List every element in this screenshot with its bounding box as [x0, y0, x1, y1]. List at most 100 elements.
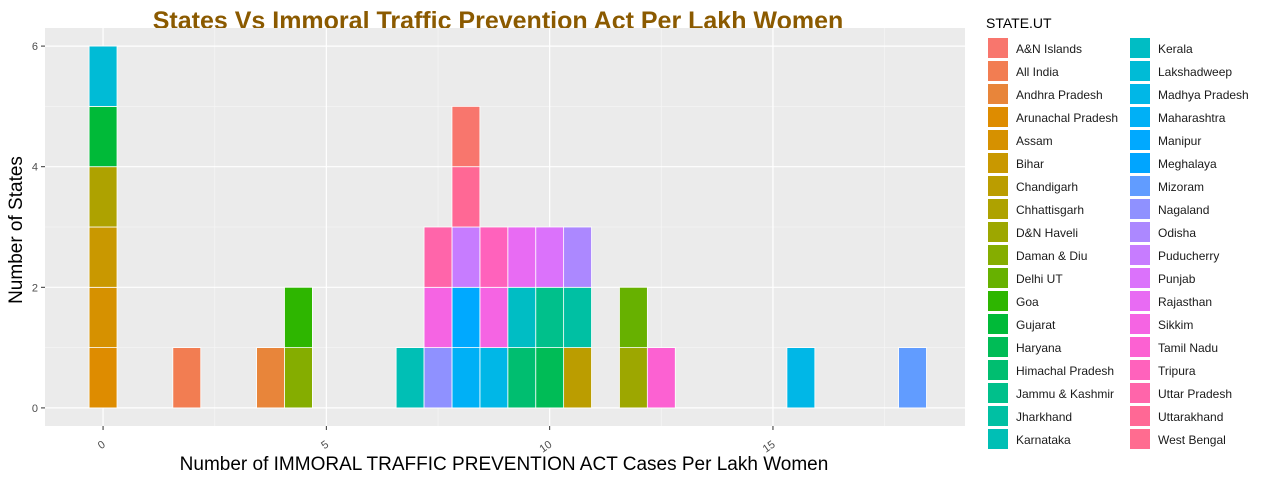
legend-swatch — [1130, 406, 1150, 426]
legend-swatch — [1130, 153, 1150, 173]
bar-segment — [423, 347, 453, 409]
legend-swatch — [988, 291, 1008, 311]
legend-label: West Bengal — [1158, 433, 1226, 447]
bar-segment — [451, 166, 481, 228]
legend-swatch — [988, 429, 1008, 449]
legend-label: Odisha — [1158, 226, 1196, 240]
x-tick-label: 5 — [319, 439, 331, 452]
bar-segment — [451, 226, 481, 288]
legend-label: Arunachal Pradesh — [1016, 111, 1118, 125]
legend-label: Tamil Nadu — [1158, 341, 1218, 355]
legend-label: A&N Islands — [1016, 42, 1082, 56]
legend-swatch — [1130, 429, 1150, 449]
legend-label: Punjab — [1158, 272, 1196, 286]
legend-label: Haryana — [1016, 341, 1062, 355]
bar-segment — [88, 347, 118, 409]
legend-label: Assam — [1016, 134, 1053, 148]
bar-segment — [563, 286, 592, 349]
legend-label: Nagaland — [1158, 203, 1209, 217]
bar-segment — [88, 45, 118, 107]
legend-label: Bihar — [1016, 157, 1044, 171]
bar-segment — [479, 226, 509, 288]
legend-label: Uttarakhand — [1158, 410, 1223, 424]
legend: STATE.UT A&N Islands All India Andhra Prad… — [986, 15, 1249, 449]
legend-label: Delhi UT — [1016, 272, 1063, 286]
legend-label: Himachal Pradesh — [1016, 364, 1114, 378]
bar-segment — [88, 166, 118, 228]
legend-label: Tripura — [1158, 364, 1196, 378]
legend-swatch — [1130, 107, 1150, 127]
bar-segment — [535, 347, 565, 409]
legend-swatch — [1130, 199, 1150, 219]
legend-swatch — [988, 176, 1008, 196]
x-axis-ticks: 0 5 10 15 — [96, 426, 778, 455]
bar-segment — [535, 226, 565, 288]
legend-swatch — [1130, 268, 1150, 288]
legend-label: Karnataka — [1016, 433, 1071, 447]
legend-swatch — [1130, 38, 1150, 58]
legend-title: STATE.UT — [986, 15, 1052, 31]
bar-segment — [423, 226, 453, 288]
x-tick-label: 0 — [96, 439, 108, 452]
legend-swatch — [988, 383, 1008, 403]
legend-swatch — [988, 153, 1008, 173]
legend-label: D&N Haveli — [1016, 226, 1078, 240]
legend-swatch — [988, 406, 1008, 426]
bar-segment — [619, 286, 648, 349]
legend-label: Goa — [1016, 295, 1039, 309]
legend-swatch — [988, 130, 1008, 150]
legend-swatch — [988, 38, 1008, 58]
bar-segment — [451, 347, 481, 409]
legend-swatch — [988, 360, 1008, 380]
legend-label: Puducherry — [1158, 249, 1219, 263]
legend-label: Manipur — [1158, 134, 1201, 148]
legend-swatch — [988, 337, 1008, 357]
legend-swatch — [1130, 337, 1150, 357]
legend-swatch — [988, 222, 1008, 242]
y-axis-label: Number of States — [6, 156, 27, 304]
legend-label: Rajasthan — [1158, 295, 1212, 309]
bar-segment — [898, 347, 927, 409]
bar-segment — [256, 347, 285, 409]
bar-segment — [88, 286, 118, 349]
y-tick-label: 4 — [32, 162, 38, 174]
legend-swatch — [1130, 245, 1150, 265]
legend-label: All India — [1016, 65, 1059, 79]
bar-segment — [786, 347, 816, 409]
bar-segment — [507, 347, 537, 409]
legend-label: Maharashtra — [1158, 111, 1226, 125]
legend-swatch — [1130, 291, 1150, 311]
legend-swatch — [988, 314, 1008, 334]
legend-swatch — [1130, 314, 1150, 334]
x-axis-label: Number of IMMORAL TRAFFIC PREVENTION ACT… — [180, 454, 829, 475]
legend-swatch — [1130, 176, 1150, 196]
bar-segment — [563, 347, 592, 409]
bar-segment — [88, 105, 118, 168]
legend-swatch — [988, 199, 1008, 219]
legend-label: Mizoram — [1158, 180, 1204, 194]
legend-label: Uttar Pradesh — [1158, 387, 1232, 401]
legend-swatch — [1130, 222, 1150, 242]
y-tick-label: 6 — [32, 41, 38, 53]
legend-swatch — [988, 107, 1008, 127]
bar-segment — [507, 226, 537, 288]
bar-segment — [619, 347, 648, 409]
legend-items: A&N Islands All India Andhra Pradesh Arunac… — [988, 38, 1249, 449]
legend-swatch — [988, 245, 1008, 265]
legend-swatch — [1130, 61, 1150, 81]
legend-swatch — [988, 268, 1008, 288]
bar-segment — [423, 286, 453, 349]
legend-swatch — [988, 61, 1008, 81]
legend-label: Jammu & Kashmir — [1016, 387, 1114, 401]
legend-label: Chhattisgarh — [1016, 203, 1084, 217]
legend-swatch — [1130, 84, 1150, 104]
bar-segment — [451, 105, 481, 168]
x-tick-label: 10 — [537, 439, 554, 456]
bar-segment — [535, 286, 565, 349]
legend-label: Kerala — [1158, 42, 1193, 56]
bar-segment — [479, 347, 509, 409]
legend-label: Jharkhand — [1016, 410, 1072, 424]
bar-segment — [563, 226, 592, 288]
bar-segment — [284, 347, 313, 409]
